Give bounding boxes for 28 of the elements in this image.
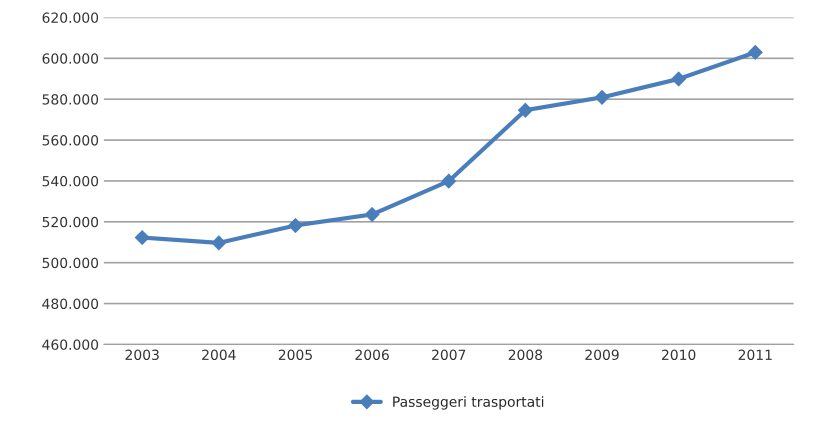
y-tick-label: 580.000	[42, 94, 98, 105]
x-tick-label: 2007	[432, 350, 466, 360]
x-tick-label: 2004	[202, 350, 236, 360]
x-tick-label: 2010	[662, 350, 696, 360]
y-tick-label: 620.000	[42, 12, 98, 23]
y-tick-label: 500.000	[42, 258, 98, 268]
point	[518, 102, 533, 118]
point	[671, 72, 686, 86]
y-tick-label: 480.000	[42, 298, 98, 310]
point	[441, 174, 456, 189]
y-tick-label: 520.000	[42, 216, 98, 228]
y-tick-label: 460.000	[42, 339, 98, 350]
legend-label: Passeggeri trasportati	[393, 396, 544, 410]
x-tick-label: 2006	[355, 350, 389, 360]
point	[594, 90, 610, 105]
x-tick-label: 2003	[126, 350, 159, 360]
y-tick-label: 560.000	[42, 135, 98, 146]
point	[288, 218, 303, 233]
y-tick-label: 540.000	[42, 176, 98, 186]
y-tick-label: 600.000	[42, 53, 98, 64]
x-tick-label: 2005	[278, 350, 312, 360]
x-tick-label: 2009	[585, 350, 619, 360]
point	[748, 44, 763, 60]
point	[364, 207, 380, 222]
point	[134, 230, 150, 245]
x-tick-label: 2008	[508, 350, 542, 360]
point	[211, 235, 226, 250]
x-tick-label: 2011	[738, 350, 772, 360]
